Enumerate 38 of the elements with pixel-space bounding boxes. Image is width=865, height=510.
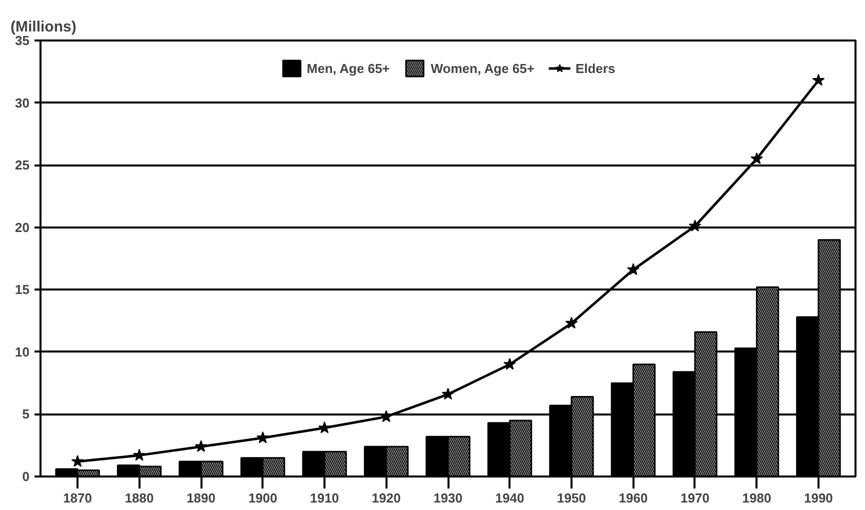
point — [380, 410, 392, 422]
point — [750, 152, 763, 164]
point — [256, 431, 269, 444]
x-tick-label: 1910 — [310, 490, 339, 506]
x-tick-label: 1920 — [372, 490, 401, 506]
y-tick-label: 25 — [15, 158, 30, 173]
y-tick-label: 5 — [22, 406, 30, 422]
point — [133, 448, 146, 461]
legend-label: Men, Age 65+ — [306, 60, 390, 76]
x-tick-label: 1900 — [248, 490, 278, 506]
point — [688, 220, 702, 232]
y-tick-label: 15 — [15, 282, 30, 298]
point — [442, 388, 454, 400]
point — [194, 440, 208, 452]
legend-label: Women, Age 65+ — [430, 60, 534, 76]
x-tick-label: 1970 — [680, 490, 710, 506]
x-tick-label: 1880 — [124, 490, 154, 506]
point — [627, 263, 640, 276]
x-tick-label: 1960 — [618, 490, 648, 506]
y-axis-title: (Millions) — [10, 18, 76, 36]
legend-label: Elders — [575, 60, 616, 76]
point — [71, 455, 84, 467]
x-tick-label: 1930 — [434, 490, 462, 506]
x-tick-label: 1890 — [186, 490, 216, 506]
y-tick-label: 35 — [15, 33, 30, 48]
x-tick-label: 1940 — [495, 490, 524, 506]
y-tick-label: 0 — [22, 469, 30, 484]
y-tick-label: 30 — [15, 95, 30, 110]
point — [812, 74, 825, 86]
x-tick-label: 1990 — [804, 490, 833, 506]
y-tick-label: 10 — [15, 344, 30, 360]
point — [504, 358, 516, 370]
x-tick-label: 1950 — [557, 490, 586, 506]
x-tick-label: 1980 — [742, 490, 772, 506]
x-tick-label: 1870 — [63, 490, 92, 506]
y-tick-label: 20 — [15, 220, 30, 235]
point — [318, 421, 331, 434]
point — [565, 316, 578, 329]
